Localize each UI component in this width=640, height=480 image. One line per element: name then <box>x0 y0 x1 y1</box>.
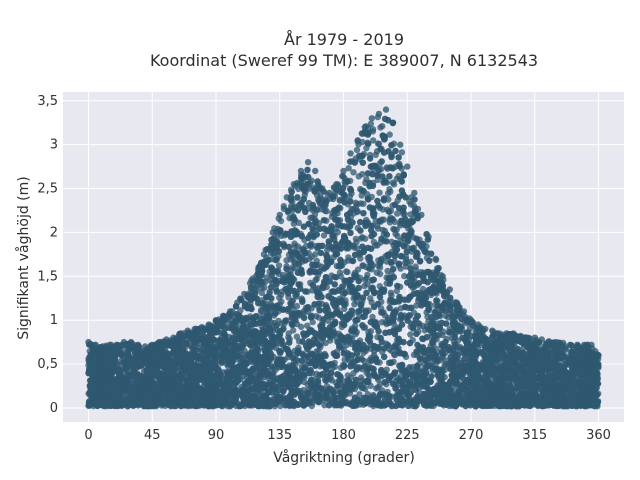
data-point <box>275 262 283 269</box>
data-points <box>85 106 602 410</box>
data-point <box>373 385 380 392</box>
data-point <box>320 232 328 239</box>
data-point <box>355 173 362 180</box>
data-point <box>394 210 401 217</box>
data-point <box>361 282 368 290</box>
data-point <box>384 267 391 275</box>
data-point <box>345 165 352 172</box>
data-point <box>261 284 268 291</box>
data-point <box>390 181 398 188</box>
data-point <box>356 391 363 398</box>
data-point <box>379 123 386 130</box>
data-point <box>376 270 384 278</box>
chart-title-line1: År 1979 - 2019 <box>284 30 404 49</box>
data-point <box>336 197 343 204</box>
data-point <box>401 272 408 280</box>
data-point <box>263 274 270 281</box>
chart-title: År 1979 - 2019 Koordinat (Sweref 99 TM):… <box>150 30 538 70</box>
data-point <box>336 269 344 276</box>
data-point <box>374 222 381 230</box>
data-point <box>386 131 393 138</box>
data-point <box>398 149 406 156</box>
data-point <box>321 402 328 409</box>
data-point <box>391 351 398 358</box>
data-point <box>386 186 393 193</box>
data-point <box>280 203 287 210</box>
chart-title-line2: Koordinat (Sweref 99 TM): E 389007, N 61… <box>150 51 538 70</box>
data-point <box>412 263 419 270</box>
data-point <box>258 289 266 297</box>
data-point <box>309 318 316 326</box>
data-point <box>350 169 357 176</box>
data-point <box>276 294 283 301</box>
data-point <box>359 262 367 269</box>
data-point <box>370 137 377 144</box>
